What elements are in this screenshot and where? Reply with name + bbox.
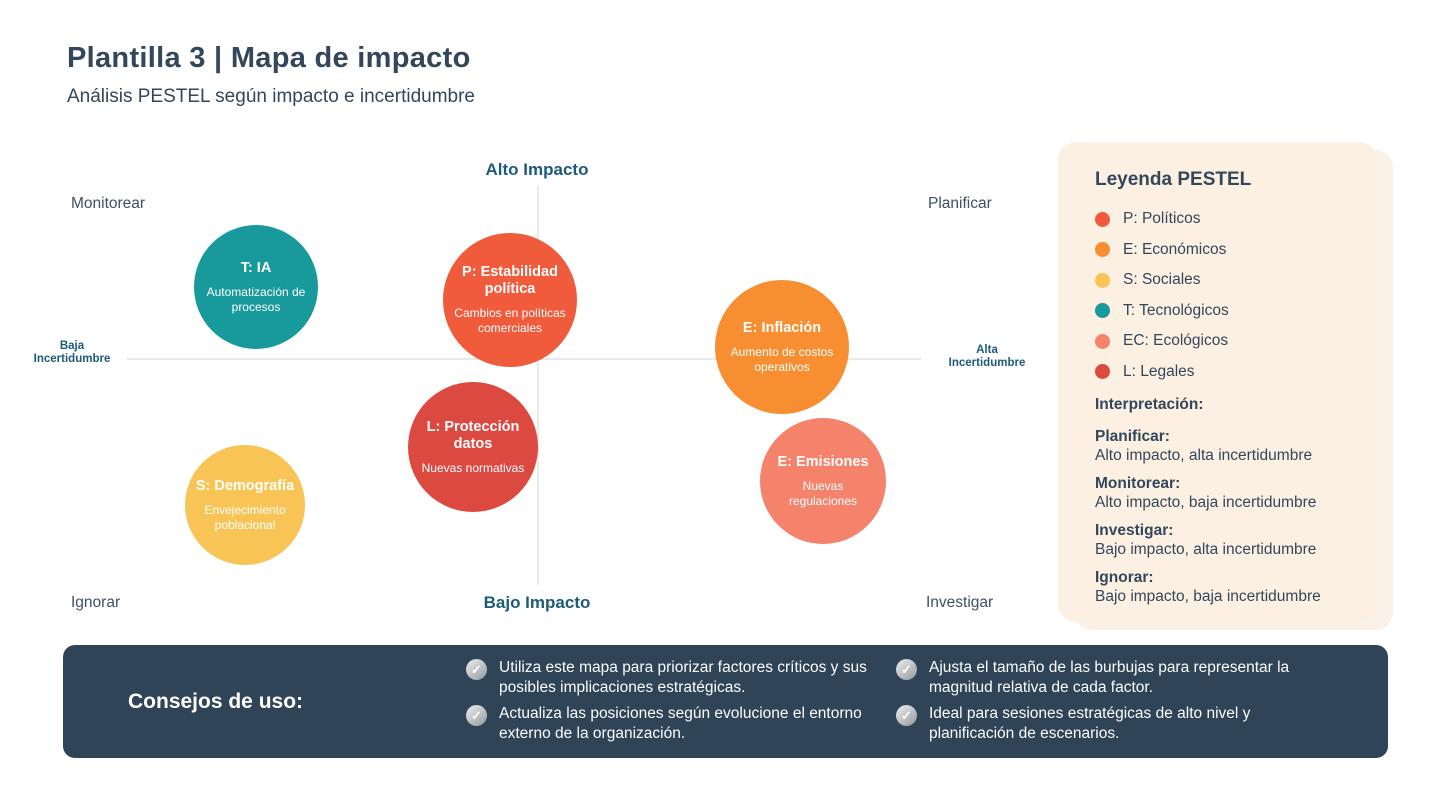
axis-label-right-line2: Incertidumbre — [948, 356, 1026, 369]
check-icon: ✓ — [466, 705, 487, 726]
legend-item-label: L: Legales — [1123, 362, 1195, 380]
interpretation-description: Alto impacto, alta incertidumbre — [1095, 446, 1313, 464]
axis-label-right: Alta Incertidumbre — [941, 344, 1033, 369]
axis-label-left-line1: Baja — [59, 340, 85, 352]
axis-label-left: Baja Incertidumbre — [18, 340, 126, 365]
tip-text: Utiliza este mapa para priorizar factore… — [499, 659, 867, 696]
legend-item-sociales: S: Sociales — [1095, 271, 1357, 289]
legend-color-dot — [1095, 333, 1110, 349]
quadrant-label-monitorear: Monitorear — [71, 195, 146, 212]
interpretation-description: Bajo impacto, baja incertidumbre — [1095, 587, 1321, 605]
quadrant-label-ignorar: Ignorar — [71, 594, 121, 611]
bubble-description: Nuevas normativas — [421, 460, 525, 475]
legend-item-politicos: P: Políticos — [1095, 210, 1357, 228]
legend-item-economicos: E: Económicos — [1095, 241, 1357, 259]
axis-label-right-line1: Alta — [976, 344, 998, 356]
tip-item: ✓ Ideal para sesiones estratégicas de al… — [896, 704, 1301, 744]
tip-text: Actualiza las posiciones según evolucion… — [499, 705, 862, 742]
bubble-social-demografia: S: Demografía Envejecimiento poblacional — [185, 445, 305, 565]
legend-color-dot — [1095, 211, 1110, 227]
bubble-description: Cambios en políticas comerciales — [454, 306, 566, 335]
bubble-title: E: Inflación — [742, 319, 822, 336]
legend-item-label: EC: Ecológicos — [1123, 332, 1229, 349]
legend-item-label: E: Económicos — [1123, 240, 1227, 258]
legend-item-tecnologicos: T: Tecnológicos — [1095, 302, 1357, 320]
legend-color-dot — [1095, 242, 1110, 257]
check-icon: ✓ — [896, 659, 917, 680]
tip-item: ✓ Actualiza las posiciones según evoluci… — [466, 704, 871, 744]
legend-color-dot — [1095, 272, 1110, 288]
tip-text: Ajusta el tamaño de las burbujas para re… — [929, 659, 1290, 696]
interpretation-entry-monitorear: Monitorear: Alto impacto, baja incertidu… — [1095, 474, 1357, 512]
legend-item-label: T: Tecnológicos — [1123, 301, 1229, 319]
legend-item-label: P: Políticos — [1123, 210, 1201, 227]
bubble-tecnologico-ia: T: IA Automatización de procesos — [194, 225, 318, 349]
interpretation-entry-ignorar: Ignorar: Bajo impacto, baja incertidumbr… — [1095, 568, 1357, 606]
legend-color-dot — [1095, 303, 1110, 318]
legend-item-ecologicos: EC: Ecológicos — [1095, 332, 1357, 350]
tips-panel: Consejos de uso: ✓ Utiliza este mapa par… — [63, 645, 1388, 758]
quadrant-label-investigar: Investigar — [926, 594, 994, 611]
interpretation-entry-investigar: Investigar: Bajo impacto, alta incertidu… — [1095, 521, 1357, 559]
bubble-economico-inflacion: E: Inflación Aumento de costos operativo… — [715, 280, 849, 414]
tips-title: Consejos de uso: — [128, 690, 304, 713]
axis-label-top: Alto Impacto — [485, 160, 589, 179]
legend-color-dot — [1095, 364, 1110, 379]
axis-label-left-line2: Incertidumbre — [33, 352, 111, 365]
bubble-title: E: Emisiones — [777, 453, 869, 470]
interpretation-term: Investigar: — [1095, 521, 1174, 539]
tip-item: ✓ Ajusta el tamaño de las burbujas para … — [896, 658, 1301, 698]
quadrant-label-planificar: Planificar — [928, 195, 992, 212]
interpretation-term: Monitorear: — [1095, 474, 1181, 492]
bubble-description: Aumento de costos operativos — [730, 344, 834, 374]
page-title: Plantilla 3 | Mapa de impacto — [67, 42, 471, 74]
legend-title: Leyenda PESTEL — [1095, 169, 1252, 190]
interpretation-description: Bajo impacto, alta incertidumbre — [1095, 540, 1317, 558]
page-header: Plantilla 3 | Mapa de impacto Análisis P… — [67, 42, 475, 108]
axis-label-bottom: Bajo Impacto — [483, 593, 591, 612]
bubble-legal-proteccion-datos: L: Protección datos Nuevas normativas — [408, 382, 538, 512]
interpretation-title: Interpretación: — [1095, 395, 1204, 413]
legend-panel: Leyenda PESTEL P: Políticos E: Económico… — [1058, 142, 1377, 622]
bubble-title: L: Protección datos — [426, 418, 520, 452]
legend-item-legales: L: Legales — [1095, 363, 1357, 381]
interpretation-term: Ignorar: — [1095, 568, 1154, 586]
interpretation-description: Alto impacto, baja incertidumbre — [1095, 493, 1317, 511]
bubble-title: T: IA — [240, 259, 272, 276]
check-icon: ✓ — [896, 705, 917, 726]
bubble-ecologico-emisiones: E: Emisiones Nuevas regulaciones — [760, 418, 886, 544]
legend-item-label: S: Sociales — [1123, 271, 1201, 288]
tip-text: Ideal para sesiones estratégicas de alto… — [929, 705, 1251, 742]
check-icon: ✓ — [466, 659, 487, 680]
bubble-description: Envejecimiento poblacional — [204, 502, 286, 532]
bubble-politico-estabilidad: P: Estabilidad política Cambios en polít… — [443, 233, 577, 367]
interpretation-entry-planificar: Planificar: Alto impacto, alta incertidu… — [1095, 427, 1357, 465]
bubble-title: P: Estabilidad política — [462, 264, 558, 297]
bubble-description: Nuevas regulaciones — [788, 478, 858, 508]
page-subtitle: Análisis PESTEL según impacto e incertid… — [67, 86, 475, 107]
bubble-title: S: Demografía — [195, 477, 295, 494]
interpretation-term: Planificar: — [1095, 427, 1170, 445]
tip-item: ✓ Utiliza este mapa para priorizar facto… — [466, 658, 871, 698]
axis-line-vertical — [537, 186, 539, 585]
bubble-description: Automatización de procesos — [206, 284, 306, 314]
